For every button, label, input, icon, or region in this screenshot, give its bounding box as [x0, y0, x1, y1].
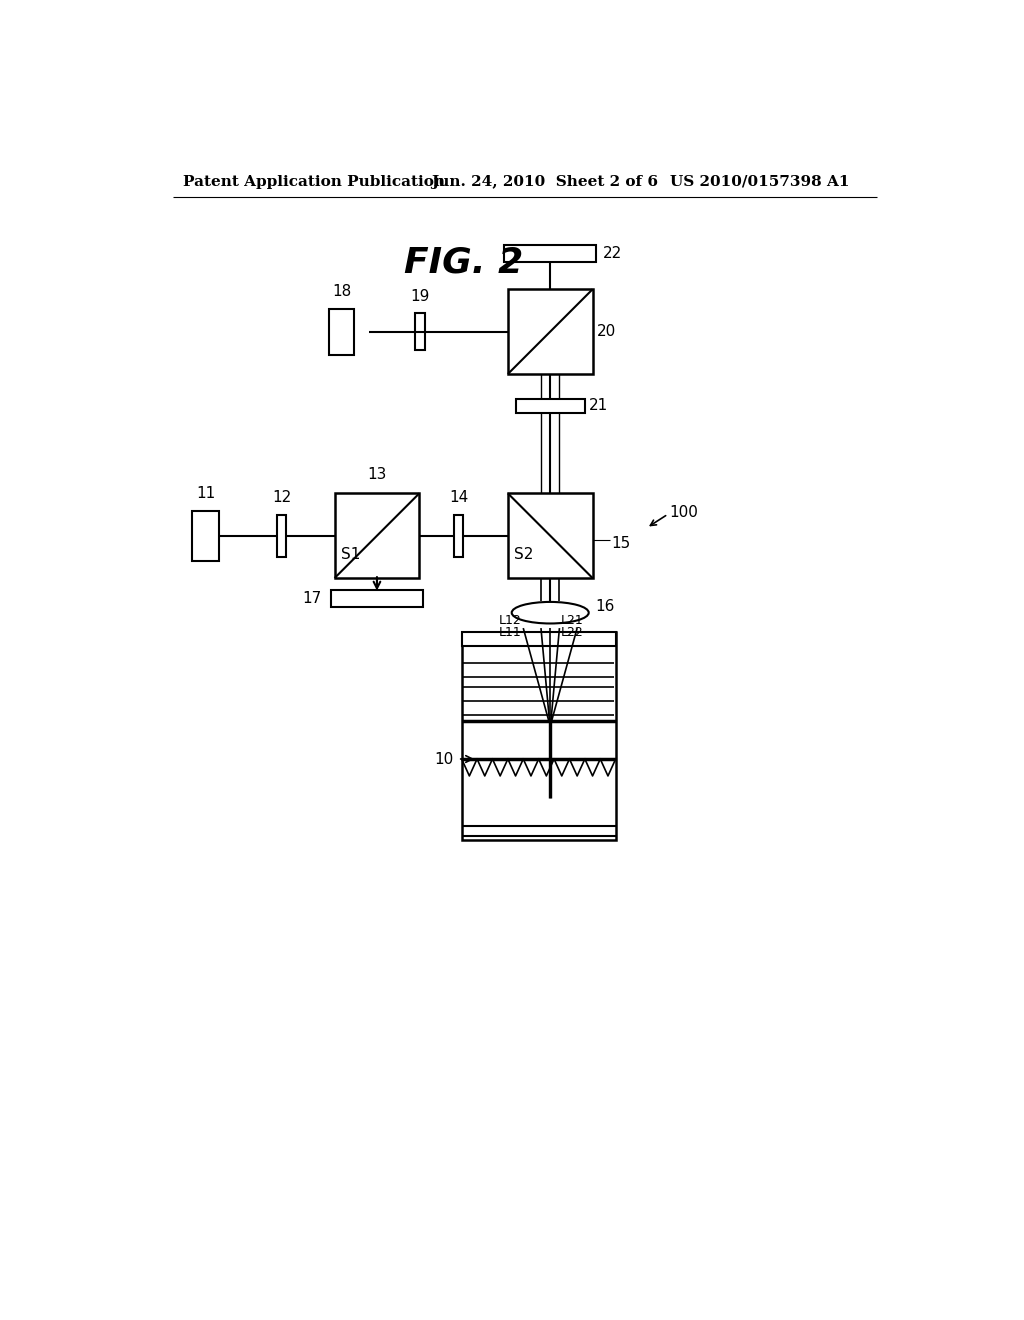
Bar	[416, 313, 425, 350]
Text: FIG. 2: FIG. 2	[403, 246, 523, 280]
Bar	[508, 494, 593, 578]
Text: S2: S2	[514, 548, 534, 562]
Bar	[335, 494, 419, 578]
Text: L11: L11	[499, 626, 521, 639]
Bar	[508, 289, 593, 374]
Text: Jun. 24, 2010  Sheet 2 of 6: Jun. 24, 2010 Sheet 2 of 6	[431, 174, 657, 189]
Text: 20: 20	[596, 325, 615, 339]
Bar	[462, 632, 615, 645]
Bar	[193, 511, 219, 561]
Bar	[276, 515, 286, 557]
Text: 18: 18	[332, 284, 351, 300]
Text: 12: 12	[271, 490, 291, 506]
Text: 11: 11	[196, 487, 215, 502]
Text: 10: 10	[435, 751, 454, 767]
Text: 22: 22	[602, 247, 622, 261]
Bar	[504, 246, 596, 263]
Text: Patent Application Publication: Patent Application Publication	[183, 174, 444, 189]
Bar	[331, 590, 423, 607]
Text: 15: 15	[611, 536, 631, 550]
Text: US 2010/0157398 A1: US 2010/0157398 A1	[670, 174, 849, 189]
Text: L22: L22	[561, 626, 584, 639]
Bar	[330, 309, 354, 355]
Text: S1: S1	[341, 548, 360, 562]
Text: 100: 100	[670, 506, 698, 520]
Text: 13: 13	[368, 467, 387, 482]
Text: L21: L21	[561, 614, 584, 627]
Text: 16: 16	[595, 599, 614, 614]
Text: 14: 14	[449, 490, 468, 506]
Text: L12: L12	[499, 614, 521, 627]
Text: 21: 21	[589, 399, 608, 413]
Text: 17: 17	[302, 590, 322, 606]
Bar	[454, 515, 463, 557]
Ellipse shape	[512, 602, 589, 623]
Bar	[515, 399, 585, 412]
Text: 19: 19	[411, 289, 430, 304]
Bar	[462, 632, 615, 840]
